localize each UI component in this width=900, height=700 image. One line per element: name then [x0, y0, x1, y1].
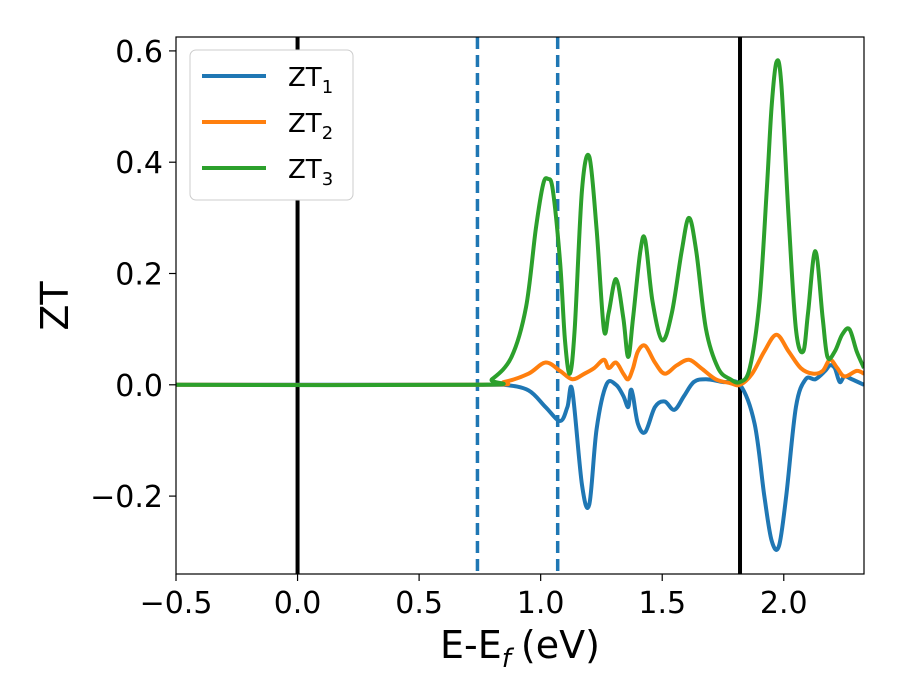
y-tick-label: 0.4: [115, 146, 163, 181]
legend-box: [189, 49, 354, 201]
x-axis-title-main: E-E: [440, 623, 502, 667]
x-tick-label: 0.5: [395, 586, 443, 621]
x-tick-label: 1.5: [638, 586, 686, 621]
y-tick-label: 0.2: [115, 258, 163, 293]
y-axis-title: ZT: [33, 281, 77, 331]
legend: ZT1 ZT2 ZT3: [189, 49, 354, 201]
x-axis-ticks: −0.5 0.0 0.5 1.0 1.5 2.0: [140, 574, 808, 621]
series-line-zt1: [176, 363, 864, 552]
x-tick-label: 2.0: [760, 586, 808, 621]
y-tick-label: 0.6: [115, 35, 163, 70]
x-tick-label: 0.0: [274, 586, 322, 621]
legend-label-zt3: ZT3: [288, 155, 333, 190]
y-tick-label: −0.2: [90, 480, 163, 515]
legend-label-zt2: ZT2: [288, 109, 333, 144]
x-axis-title-sub: f: [502, 644, 515, 674]
x-axis-title: E-Ef (eV): [440, 623, 600, 674]
y-axis-ticks: −0.2 0.0 0.2 0.4 0.6: [90, 35, 176, 515]
series-lines: [176, 58, 864, 552]
legend-label-zt1: ZT1: [288, 63, 333, 98]
series-line-zt3: [176, 58, 864, 388]
x-tick-label: 1.0: [517, 586, 565, 621]
plot-frame: [175, 36, 865, 575]
x-tick-label: −0.5: [140, 586, 213, 621]
x-axis-title-unit: (eV): [521, 623, 600, 667]
y-tick-label: 0.0: [115, 369, 163, 404]
series-line-zt2: [176, 332, 864, 388]
